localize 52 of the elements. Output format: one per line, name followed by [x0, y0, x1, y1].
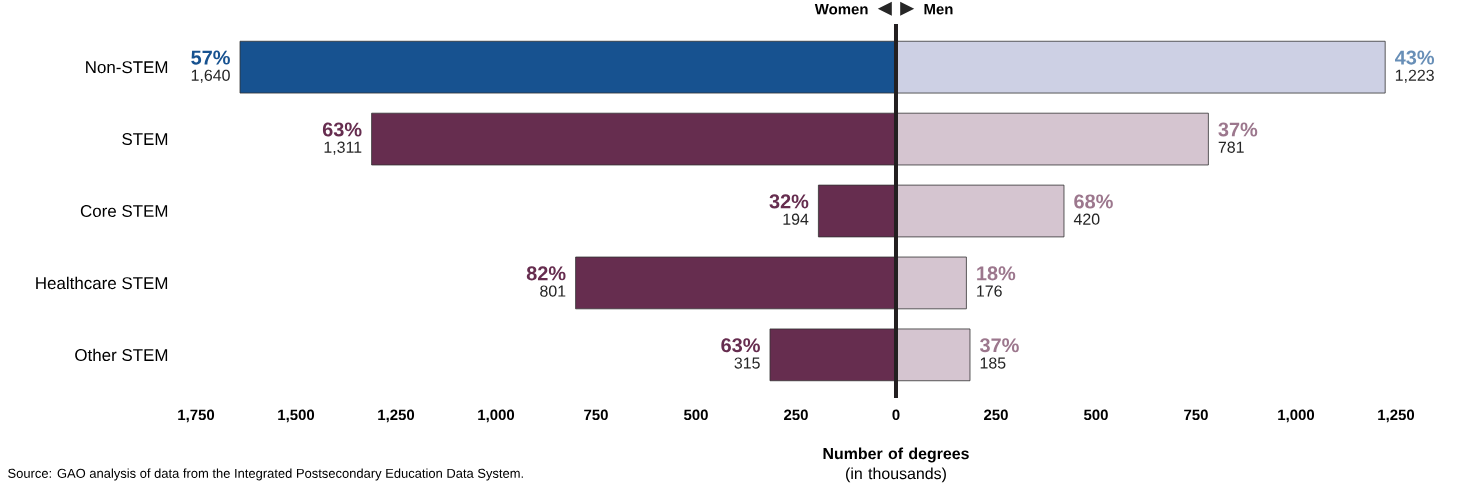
x-tick-label: 1,000: [478, 409, 515, 423]
y-tick-label: Non-STEM: [86, 61, 168, 74]
x-tick-label: 1,250: [378, 409, 415, 423]
x-tick-label: 1,500: [278, 409, 315, 423]
annotation: 1,640: [191, 69, 230, 83]
y-tick-label: Healthcare STEM: [36, 276, 168, 290]
series-label: Men: [924, 4, 953, 15]
x-tick-label: 500: [683, 409, 708, 421]
annotation: 43%: [1395, 50, 1435, 65]
annotation: 18%: [977, 266, 1016, 281]
annotation: 185: [980, 357, 1006, 369]
annotation: 801: [540, 285, 566, 297]
x-tick-label: 500: [1083, 409, 1108, 421]
annotation: 420: [1073, 213, 1100, 225]
bar: [895, 256, 967, 310]
bar: [575, 256, 897, 310]
x-axis-title: Number of degrees (in thousands): [823, 447, 969, 483]
annotation: 32%: [769, 194, 809, 209]
source-note: Source: GAO analysis of data from the Integrated Postsecondary Education Data System.: [8, 468, 523, 481]
x-tick-label: 750: [1184, 409, 1208, 421]
bar: [895, 328, 971, 382]
bar: [895, 112, 1209, 166]
y-tick-label: Core STEM: [80, 205, 168, 218]
annotation: 37%: [1218, 122, 1258, 137]
annotation: 1,311: [324, 141, 362, 155]
annotation: 176: [977, 285, 1002, 297]
annotation: 63%: [721, 338, 760, 353]
annotation: 82%: [526, 266, 566, 281]
bar: [895, 40, 1386, 94]
x-tick-label: 1,250: [1378, 409, 1415, 423]
series-label: Women: [814, 4, 868, 15]
x-tick-label: 1,750: [178, 409, 215, 423]
x-tick-label: 1,000: [1278, 409, 1315, 423]
annotation: 68%: [1074, 194, 1113, 209]
bar: [817, 184, 897, 238]
annotation: 37%: [979, 338, 1019, 353]
annotation: 194: [783, 213, 809, 225]
annotation: 57%: [191, 50, 230, 65]
annotation: 315: [734, 357, 760, 369]
annotation: 63%: [322, 122, 362, 137]
x-tick-label: 250: [984, 409, 1008, 421]
y-tick-label: Other STEM: [75, 348, 168, 362]
bar: [371, 112, 897, 166]
bar: [769, 328, 897, 382]
bar: [239, 40, 897, 94]
annotation: 781: [1218, 141, 1244, 153]
bar: [895, 184, 1065, 238]
x-tick-label: 750: [584, 409, 608, 421]
x-tick-label: 250: [784, 409, 808, 421]
annotation: 1,223: [1395, 69, 1434, 83]
y-tick-label: STEM: [122, 133, 168, 146]
x-tick-label: 0: [892, 409, 900, 421]
